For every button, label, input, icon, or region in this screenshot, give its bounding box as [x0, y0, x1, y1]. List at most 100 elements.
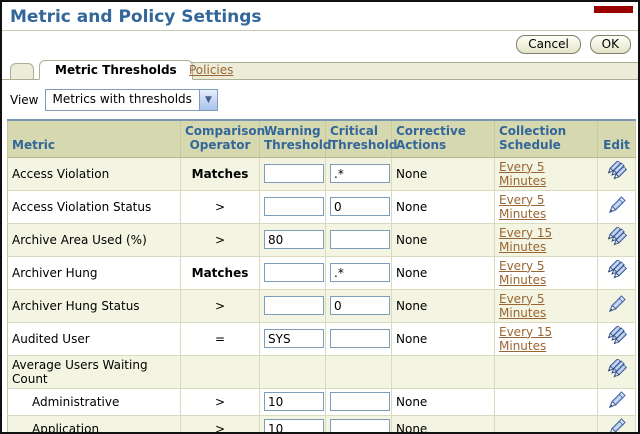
- tab-metric-thresholds[interactable]: Metric Thresholds: [39, 60, 193, 80]
- col-header-critical-threshold: Critical Threshold: [326, 120, 392, 157]
- edit-pencil-icon[interactable]: [606, 294, 627, 315]
- collection-schedule-link[interactable]: Every 5 Minutes: [499, 292, 546, 320]
- warning-cell: [260, 322, 326, 355]
- cancel-button[interactable]: Cancel: [516, 35, 581, 54]
- edit-pencil-icon[interactable]: [606, 195, 627, 216]
- edit-multi-pencil-icon[interactable]: [606, 326, 628, 348]
- warning-threshold-input[interactable]: [264, 164, 324, 183]
- ok-button[interactable]: OK: [590, 35, 631, 54]
- comparison-operator: Matches: [181, 256, 260, 289]
- critical-threshold-input[interactable]: [330, 329, 390, 348]
- collection-schedule-link[interactable]: Every 5 Minutes: [499, 160, 546, 188]
- warning-threshold-input[interactable]: [264, 392, 324, 411]
- collection-schedule-cell: Every 5 Minutes: [495, 157, 598, 190]
- critical-threshold-input[interactable]: [330, 164, 390, 183]
- tab-policies[interactable]: Policies: [189, 63, 233, 77]
- critical-threshold-input[interactable]: [330, 296, 390, 315]
- corrective-actions: None: [392, 157, 495, 190]
- critical-cell: [326, 322, 392, 355]
- edit-cell: [598, 256, 636, 289]
- warning-threshold-input[interactable]: [264, 230, 324, 249]
- metric-policy-settings-window: Metric and Policy Settings Cancel OK Met…: [0, 0, 640, 434]
- edit-multi-pencil-icon[interactable]: [606, 260, 628, 282]
- edit-cell: [598, 415, 636, 434]
- critical-threshold-input[interactable]: [330, 230, 390, 249]
- view-row: View Metrics with thresholds ▼: [2, 80, 638, 118]
- edit-cell: [598, 223, 636, 256]
- warning-threshold-input[interactable]: [264, 263, 324, 282]
- metric-name: Administrative: [8, 388, 181, 415]
- collection-schedule-link[interactable]: Every 5 Minutes: [499, 259, 546, 287]
- table-row: Archiver HungMatchesNoneEvery 5 Minutes: [8, 256, 636, 289]
- collection-schedule-link[interactable]: Every 5 Minutes: [499, 193, 546, 221]
- metric-name: Access Violation: [8, 157, 181, 190]
- critical-cell: [326, 355, 392, 388]
- warning-cell: [260, 190, 326, 223]
- warning-cell: [260, 157, 326, 190]
- warning-threshold-input[interactable]: [264, 296, 324, 315]
- edit-pencil-icon[interactable]: [606, 390, 627, 411]
- critical-threshold-input[interactable]: [330, 392, 390, 411]
- critical-threshold-input[interactable]: [330, 197, 390, 216]
- edit-cell: [598, 289, 636, 322]
- corrective-actions: [392, 355, 495, 388]
- warning-cell: [260, 223, 326, 256]
- metric-name: Access Violation Status: [8, 190, 181, 223]
- warning-cell: [260, 415, 326, 434]
- table-row: Application>None: [8, 415, 636, 434]
- corrective-actions: None: [392, 223, 495, 256]
- collection-schedule-cell: Every 15 Minutes: [495, 322, 598, 355]
- critical-cell: [326, 289, 392, 322]
- edit-multi-pencil-icon[interactable]: [606, 227, 628, 249]
- warning-threshold-input[interactable]: [264, 329, 324, 348]
- action-buttons: Cancel OK: [2, 31, 638, 57]
- page-title: Metric and Policy Settings: [2, 2, 638, 29]
- corrective-actions: None: [392, 388, 495, 415]
- comparison-operator: >: [181, 223, 260, 256]
- corrective-actions: None: [392, 415, 495, 434]
- edit-cell: [598, 157, 636, 190]
- tab-stub: [10, 63, 34, 80]
- edit-multi-pencil-icon[interactable]: [606, 359, 628, 381]
- edit-cell: [598, 190, 636, 223]
- metric-name: Average Users Waiting Count: [8, 355, 181, 388]
- warning-cell: [260, 289, 326, 322]
- collection-schedule-cell: [495, 388, 598, 415]
- critical-cell: [326, 415, 392, 434]
- critical-threshold-input[interactable]: [330, 263, 390, 282]
- col-header-corrective-actions: Corrective Actions: [392, 120, 495, 157]
- collection-schedule-link[interactable]: Every 15 Minutes: [499, 325, 552, 353]
- collection-schedule-link[interactable]: Every 15 Minutes: [499, 226, 552, 254]
- warning-cell: [260, 388, 326, 415]
- critical-threshold-input[interactable]: [330, 419, 390, 434]
- warning-cell: [260, 355, 326, 388]
- tab-bar: Metric Thresholds Policies: [2, 59, 638, 80]
- col-header-metric: Metric: [8, 120, 181, 157]
- collection-schedule-cell: [495, 355, 598, 388]
- tab-band: [174, 62, 638, 80]
- view-select[interactable]: Metrics with thresholds ▼: [45, 89, 217, 111]
- table-row: Audited User=NoneEvery 15 Minutes: [8, 322, 636, 355]
- col-header-warning-threshold: Warning Threshold: [260, 120, 326, 157]
- edit-pencil-icon[interactable]: [606, 417, 627, 434]
- edit-multi-pencil-icon[interactable]: [606, 161, 628, 183]
- metric-thresholds-table: Metric Comparison Operator Warning Thres…: [7, 119, 636, 434]
- corrective-actions: None: [392, 289, 495, 322]
- table-row: Access ViolationMatches NoneEvery 5 Minut…: [8, 157, 636, 190]
- edit-cell: [598, 388, 636, 415]
- comparison-operator: >: [181, 289, 260, 322]
- collection-schedule-cell: Every 5 Minutes: [495, 289, 598, 322]
- collection-schedule-cell: Every 5 Minutes: [495, 190, 598, 223]
- critical-cell: [326, 157, 392, 190]
- comparison-operator: Matches: [181, 157, 260, 190]
- col-header-edit: Edit: [598, 120, 636, 157]
- comparison-operator: =: [181, 322, 260, 355]
- warning-threshold-input[interactable]: [264, 419, 324, 434]
- view-select-value: Metrics with thresholds: [46, 90, 198, 110]
- warning-cell: [260, 256, 326, 289]
- critical-cell: [326, 190, 392, 223]
- warning-threshold-input[interactable]: [264, 197, 324, 216]
- collection-schedule-cell: [495, 415, 598, 434]
- table-row: Archiver Hung Status>NoneEvery 5 Minutes: [8, 289, 636, 322]
- chevron-down-icon[interactable]: ▼: [199, 90, 217, 110]
